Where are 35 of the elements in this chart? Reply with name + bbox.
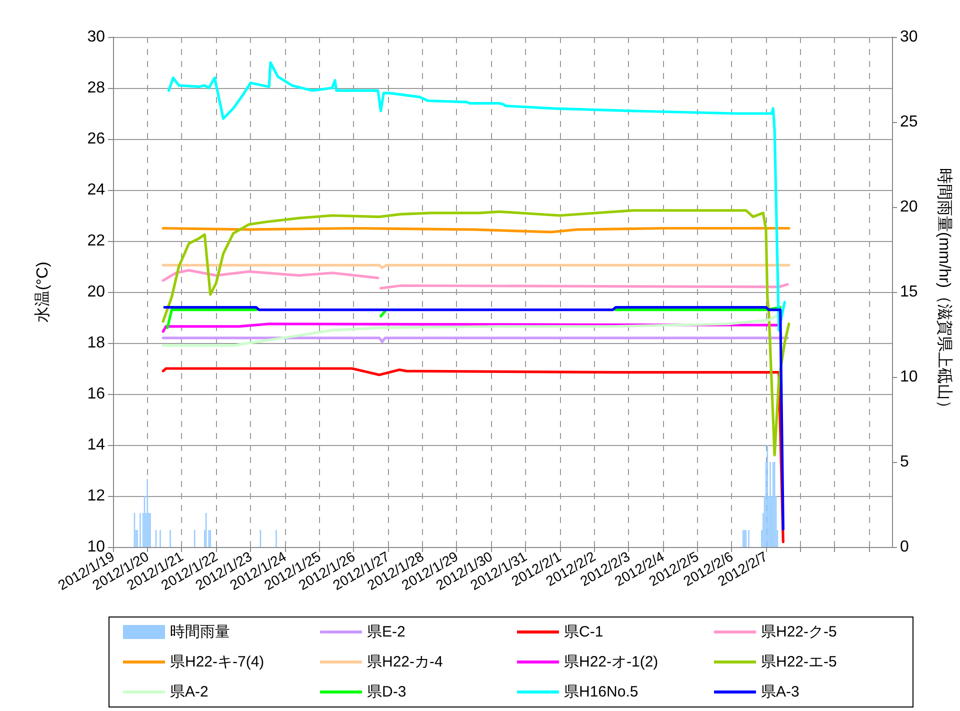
y-tick-label: 30 <box>87 28 106 46</box>
y2-tick-label: 30 <box>900 28 918 46</box>
y2-tick-label: 5 <box>900 454 909 470</box>
y-tick-label: 26 <box>87 130 106 148</box>
legend-label: 県H22-オ-1(2) <box>564 654 658 670</box>
y-tick-label: 20 <box>87 284 106 300</box>
line-series <box>168 61 786 332</box>
legend-label: 県H22-キ-7(4) <box>170 654 264 670</box>
legend-label: 県D-3 <box>367 684 406 700</box>
y2-axis-title: 時間雨量(mm/hr)（滋賀県上砥山） <box>936 168 954 416</box>
y-tick-label: 14 <box>87 436 106 454</box>
y-tick-label: 22 <box>87 232 106 250</box>
legend-label: 県H16No.5 <box>564 684 638 700</box>
legend-label: 県H22-ク-5 <box>761 624 837 640</box>
legend-label: 県H22-カ-4 <box>367 654 443 670</box>
y-tick-label: 18 <box>87 334 106 352</box>
line-series <box>162 314 778 347</box>
line-series <box>162 209 790 456</box>
y2-tick-label: 20 <box>900 198 918 216</box>
y-axis-title: 水温(°C) <box>34 262 52 322</box>
legend-label: 県C-1 <box>564 624 604 640</box>
legend-label: 時間雨量 <box>170 624 230 640</box>
y2-tick-label: 10 <box>900 368 918 386</box>
y-tick-label: 12 <box>87 488 106 504</box>
legend-label: 県A-3 <box>761 684 800 700</box>
legend-label: 県E-2 <box>367 624 406 640</box>
legend-label: 県A-2 <box>170 684 208 700</box>
y-tick-label: 24 <box>87 182 106 198</box>
y2-tick-label: 15 <box>900 284 918 300</box>
legend-label: 県H22-エ-5 <box>761 654 837 670</box>
y2-tick-label: 0 <box>900 538 909 556</box>
y2-tick-label: 25 <box>900 114 918 130</box>
y-tick-label: 10 <box>87 538 106 556</box>
y-tick-label: 28 <box>87 80 106 96</box>
y-tick-label: 16 <box>87 386 106 402</box>
